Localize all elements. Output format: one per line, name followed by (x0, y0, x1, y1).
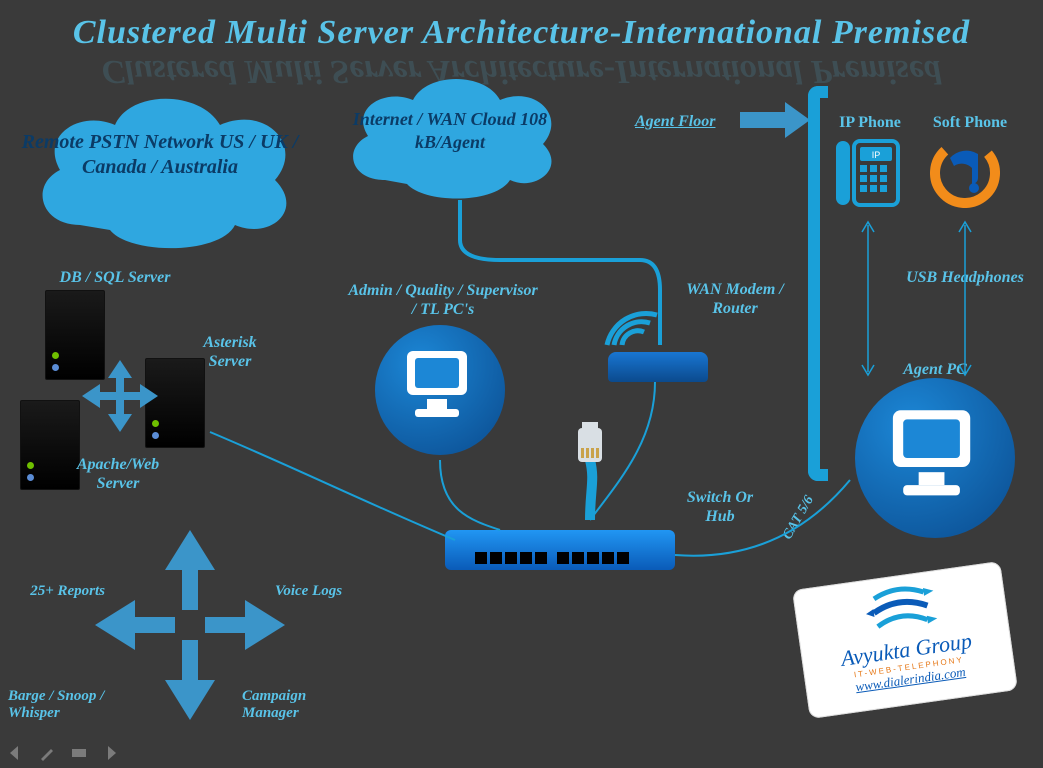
next-slide-icon[interactable] (102, 744, 120, 762)
slide-toolbar (6, 744, 120, 762)
pen-icon[interactable] (38, 744, 56, 762)
menu-icon[interactable] (70, 744, 88, 762)
prev-slide-icon[interactable] (6, 744, 24, 762)
